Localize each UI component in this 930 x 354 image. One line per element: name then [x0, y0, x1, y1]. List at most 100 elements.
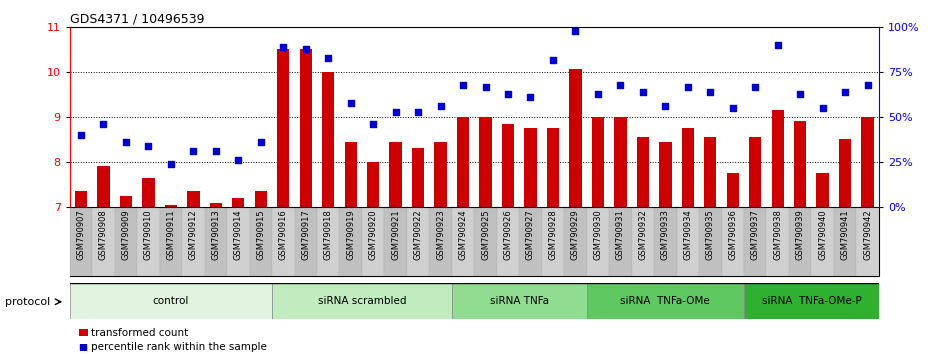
Bar — [789, 207, 811, 276]
Bar — [114, 207, 137, 276]
Text: siRNA  TNFa-OMe: siRNA TNFa-OMe — [620, 296, 711, 306]
Bar — [659, 142, 671, 207]
Bar — [74, 191, 87, 207]
Bar — [227, 207, 249, 276]
Point — [164, 161, 179, 167]
Text: siRNA TNFa: siRNA TNFa — [490, 296, 549, 306]
Bar — [295, 207, 317, 276]
Text: GSM790920: GSM790920 — [368, 209, 378, 260]
Point — [299, 46, 313, 52]
Text: GSM790916: GSM790916 — [279, 209, 287, 260]
Text: GSM790931: GSM790931 — [616, 209, 625, 260]
Bar — [457, 117, 470, 207]
Text: GSM790933: GSM790933 — [661, 209, 670, 260]
Bar — [412, 148, 424, 207]
Text: GSM790917: GSM790917 — [301, 209, 311, 260]
Text: GSM790915: GSM790915 — [257, 209, 265, 260]
Point — [546, 58, 561, 63]
Text: GSM790910: GSM790910 — [144, 209, 153, 260]
Point — [816, 105, 830, 111]
Point — [73, 132, 88, 138]
Text: GSM790937: GSM790937 — [751, 209, 760, 260]
Text: GSM790919: GSM790919 — [346, 209, 355, 260]
Bar — [187, 191, 200, 207]
Point — [658, 103, 672, 108]
Bar — [390, 142, 402, 207]
Text: GSM790913: GSM790913 — [211, 209, 220, 260]
Text: GSM790921: GSM790921 — [392, 209, 400, 260]
Point — [456, 82, 471, 88]
Point — [276, 44, 291, 50]
Bar — [70, 207, 92, 276]
Bar — [861, 117, 874, 207]
Bar — [272, 207, 295, 276]
Text: GSM790938: GSM790938 — [773, 209, 782, 260]
Bar — [614, 117, 627, 207]
Point — [253, 139, 268, 144]
Text: GSM790930: GSM790930 — [593, 209, 603, 260]
Point — [186, 148, 201, 154]
Bar — [479, 117, 492, 207]
Point — [388, 109, 403, 115]
Bar — [811, 207, 834, 276]
Text: transformed count: transformed count — [91, 328, 189, 338]
Bar — [541, 207, 565, 276]
Bar — [682, 128, 694, 207]
Bar — [255, 191, 267, 207]
Bar — [699, 207, 722, 276]
Bar — [591, 117, 604, 207]
Bar — [160, 207, 182, 276]
Point — [118, 139, 133, 144]
Point — [365, 121, 380, 126]
Point — [591, 91, 605, 97]
Point — [478, 85, 493, 90]
Text: GSM790929: GSM790929 — [571, 209, 580, 260]
Bar — [839, 139, 851, 207]
Text: GSM790924: GSM790924 — [458, 209, 468, 260]
Text: GSM790932: GSM790932 — [638, 209, 647, 260]
Bar — [726, 173, 739, 207]
Text: percentile rank within the sample: percentile rank within the sample — [91, 342, 267, 352]
Point — [568, 28, 583, 34]
Text: GSM790911: GSM790911 — [166, 209, 176, 260]
Text: GSM790922: GSM790922 — [414, 209, 422, 260]
Bar — [182, 207, 205, 276]
Text: GSM790939: GSM790939 — [796, 209, 804, 260]
Bar — [772, 110, 784, 207]
Bar — [339, 207, 362, 276]
Bar — [142, 178, 154, 207]
Text: GSM790934: GSM790934 — [684, 209, 692, 260]
Bar — [232, 198, 245, 207]
Bar — [654, 207, 676, 276]
Bar — [249, 207, 272, 276]
Bar — [704, 137, 716, 207]
Bar — [676, 207, 699, 276]
Bar — [209, 202, 222, 207]
Bar — [367, 162, 379, 207]
Bar — [587, 283, 744, 319]
Text: GSM790925: GSM790925 — [481, 209, 490, 260]
Bar — [434, 142, 446, 207]
Point — [635, 89, 650, 95]
Bar — [565, 207, 587, 276]
Bar — [322, 72, 335, 207]
Text: GSM790914: GSM790914 — [233, 209, 243, 260]
Bar — [430, 207, 452, 276]
Bar — [452, 207, 474, 276]
Bar — [519, 207, 541, 276]
Point — [321, 55, 336, 61]
Point — [231, 157, 246, 162]
Bar — [857, 207, 879, 276]
Bar — [502, 124, 514, 207]
Point — [523, 94, 538, 99]
Point — [838, 89, 853, 95]
Text: siRNA scrambled: siRNA scrambled — [318, 296, 406, 306]
Point — [500, 91, 515, 97]
Bar — [744, 207, 766, 276]
Bar — [547, 128, 559, 207]
Bar — [497, 207, 519, 276]
Bar — [766, 207, 789, 276]
Text: GSM790942: GSM790942 — [863, 209, 872, 260]
Text: siRNA  TNFa-OMe-P: siRNA TNFa-OMe-P — [762, 296, 861, 306]
Text: control: control — [153, 296, 189, 306]
